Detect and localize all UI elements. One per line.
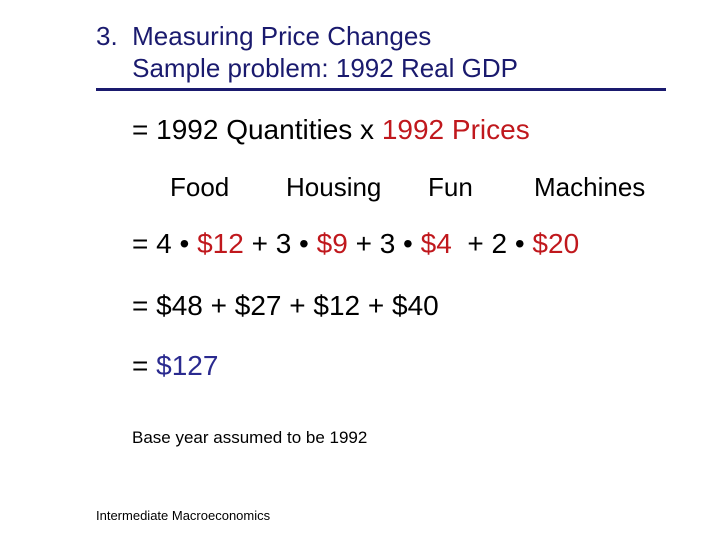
result-line: = $127 bbox=[132, 350, 218, 382]
base-year-note: Base year assumed to be 1992 bbox=[132, 428, 368, 447]
title-line-2: Sample problem: 1992 Real GDP bbox=[96, 53, 518, 83]
sum-line: = $48 + $27 + $12 + $40 bbox=[132, 290, 439, 321]
result-equals: = bbox=[132, 350, 157, 381]
expansion-part-3: + 3 • bbox=[347, 228, 421, 259]
expansion-part-4: + 2 • bbox=[451, 228, 533, 259]
price-food: $12 bbox=[197, 228, 244, 259]
expansion-part-1: = 4 • bbox=[132, 228, 198, 259]
title-line-1: 3. Measuring Price Changes bbox=[96, 21, 432, 51]
category-food: Food bbox=[170, 172, 230, 202]
expansion-part-2: + 3 • bbox=[243, 228, 317, 259]
category-fun: Fun bbox=[428, 172, 473, 202]
result-value: $127 bbox=[156, 350, 219, 381]
price-fun: $4 bbox=[420, 228, 452, 259]
formula-prefix: = 1992 Quantities x bbox=[132, 114, 382, 145]
title-divider bbox=[96, 88, 666, 91]
slide-title: 3. Measuring Price Changes Sample proble… bbox=[96, 20, 518, 84]
price-machines: $20 bbox=[532, 228, 580, 259]
formula-prices: 1992 Prices bbox=[381, 114, 530, 145]
footer-text: Intermediate Macroeconomics bbox=[96, 508, 271, 523]
expansion-line: = 4 • $12 + 3 • $9 + 3 • $4 + 2 • $20 bbox=[132, 228, 579, 260]
category-housing: Housing bbox=[286, 172, 382, 202]
formula-line: = 1992 Quantities x 1992 Prices bbox=[132, 114, 530, 146]
price-housing: $9 bbox=[316, 228, 348, 259]
category-machines: Machines bbox=[534, 172, 646, 202]
